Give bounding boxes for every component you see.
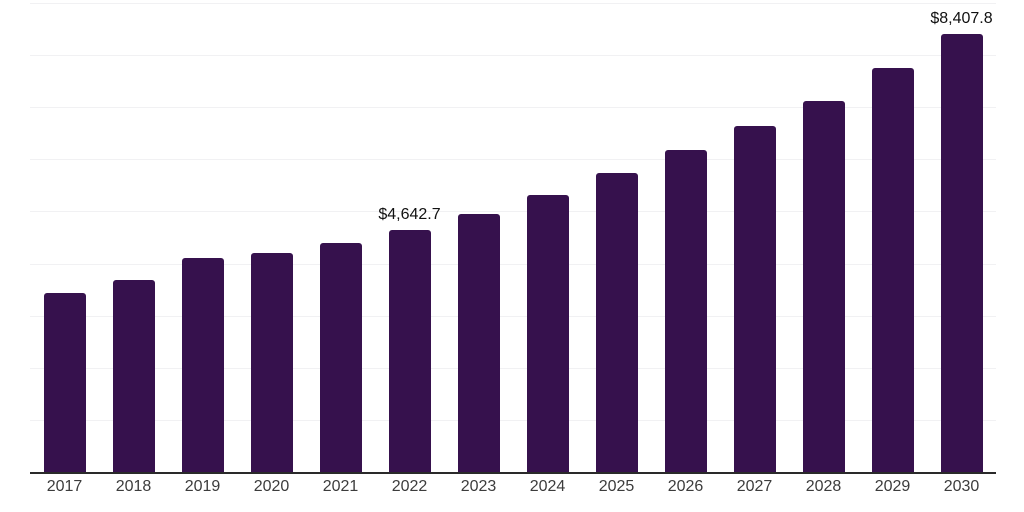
value-label-2030: $8,407.8 xyxy=(930,9,993,27)
x-axis-label-2027: 2027 xyxy=(736,478,773,495)
x-axis-label-2029: 2029 xyxy=(874,478,911,495)
gridline xyxy=(30,263,996,265)
x-axis-label-2026: 2026 xyxy=(667,478,704,495)
x-axis-label-2030: 2030 xyxy=(943,478,980,495)
bar-slot xyxy=(513,3,582,472)
bar-slot xyxy=(789,3,858,472)
bar-2028 xyxy=(802,100,845,472)
bar-2021 xyxy=(319,243,362,472)
bar-2020 xyxy=(250,252,293,472)
bar-2026 xyxy=(664,150,707,472)
x-axis-label-2028: 2028 xyxy=(805,478,842,495)
gridline xyxy=(30,55,996,57)
bar-2027 xyxy=(733,125,776,472)
x-axis-label-2022: 2022 xyxy=(391,478,428,495)
bar-2022 xyxy=(388,230,431,472)
bar-2030 xyxy=(940,33,983,472)
gridline xyxy=(30,211,996,213)
bar-slot: $8,407.8 xyxy=(927,3,996,472)
bar-slot xyxy=(306,3,375,472)
bar-2024 xyxy=(526,195,569,472)
gridline xyxy=(30,159,996,161)
x-axis-label-2021: 2021 xyxy=(322,478,359,495)
bar-slot xyxy=(30,3,99,472)
x-axis-label-2017: 2017 xyxy=(46,478,83,495)
x-axis-label-2025: 2025 xyxy=(598,478,635,495)
bar-slot xyxy=(651,3,720,472)
x-axis-label-2018: 2018 xyxy=(115,478,152,495)
gridline xyxy=(30,315,996,317)
gridline xyxy=(30,3,996,4)
gridline xyxy=(30,367,996,369)
bar-slot xyxy=(444,3,513,472)
bar-2025 xyxy=(595,173,638,472)
x-axis: 2017 2018 2019 2020 2021 2022 2023 2024 2025 2026… xyxy=(30,478,996,496)
bar-slot xyxy=(720,3,789,472)
bar-slot xyxy=(582,3,651,472)
bar-2029 xyxy=(871,67,914,472)
gridline xyxy=(30,107,996,109)
gridline xyxy=(30,419,996,421)
bar-slot xyxy=(168,3,237,472)
bar-slot xyxy=(858,3,927,472)
gridlines xyxy=(30,3,996,472)
x-axis-label-2019: 2019 xyxy=(184,478,221,495)
plot-area: $4,642.7 $8,407.8 xyxy=(30,3,996,474)
bars-container: $4,642.7 $8,407.8 xyxy=(30,3,996,472)
bar-2019 xyxy=(181,257,224,472)
bar-slot: $4,642.7 xyxy=(375,3,444,472)
bar-slot xyxy=(237,3,306,472)
bar-2023 xyxy=(457,214,500,472)
value-label-2022: $4,642.7 xyxy=(378,206,441,224)
x-axis-label-2024: 2024 xyxy=(529,478,566,495)
x-axis-label-2023: 2023 xyxy=(460,478,497,495)
x-axis-label-2020: 2020 xyxy=(253,478,290,495)
bar-2018 xyxy=(112,280,155,472)
bar-slot xyxy=(99,3,168,472)
bar-2017 xyxy=(43,292,86,472)
